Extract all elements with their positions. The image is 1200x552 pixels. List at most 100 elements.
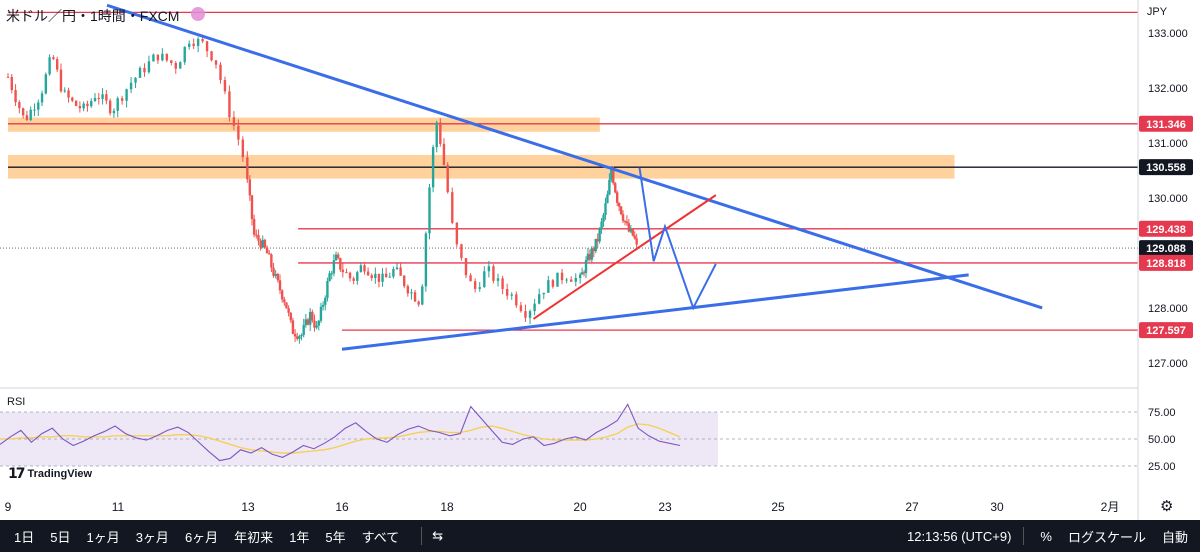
rsi-axis-label: 50.00: [1148, 434, 1176, 446]
candle-body: [483, 271, 486, 288]
range-button-ytd[interactable]: 年初来: [234, 529, 274, 545]
candle-body: [565, 279, 568, 281]
candle-body: [604, 203, 607, 215]
candle-body: [330, 273, 333, 275]
auto-scale-button[interactable]: 自動: [1161, 529, 1188, 545]
candle-body: [600, 221, 603, 229]
candle-body: [345, 272, 348, 274]
candle-body: [381, 273, 384, 282]
range-button-5y[interactable]: 5年: [325, 529, 346, 545]
candle-body: [574, 277, 577, 282]
candle-body: [339, 258, 342, 270]
candle-body: [614, 183, 617, 193]
price-tick-label: 133.000: [1148, 28, 1188, 40]
time-tick-label: 9: [5, 500, 12, 514]
currency-label[interactable]: JPY: [1146, 6, 1168, 18]
candle-body: [431, 147, 435, 188]
candle-body: [606, 194, 609, 204]
candle-body: [147, 61, 151, 73]
range-button-3m[interactable]: 3ヶ月: [135, 529, 169, 545]
candle-body: [487, 266, 491, 272]
candle-body: [629, 228, 633, 232]
candle-body: [29, 109, 32, 121]
price-chart[interactable]: 75.00 50.00 25.00 133.000 132.000 131.000 130.…: [0, 0, 1200, 520]
candle-body: [55, 59, 59, 70]
candle-body: [580, 272, 584, 275]
price-tick-label: 128.000: [1148, 303, 1188, 315]
candle-body: [116, 98, 119, 111]
red-support-line: [532, 194, 717, 320]
candle-body: [25, 115, 29, 121]
candle-body: [280, 290, 284, 300]
range-button-6m[interactable]: 6ヶ月: [184, 529, 219, 545]
candle-body: [263, 239, 267, 248]
candle-body: [259, 240, 262, 248]
log-scale-button[interactable]: ログスケール: [1067, 529, 1146, 545]
candle-body: [300, 334, 303, 337]
compare-icon[interactable]: ⇆: [432, 528, 444, 544]
candle-body: [246, 157, 249, 180]
rsi-axis-label: 25.00: [1148, 461, 1176, 473]
candle-body: [82, 103, 85, 109]
candle-body: [241, 139, 245, 158]
candlestick-series: [6, 34, 638, 344]
settings-icon[interactable]: ⚙: [1160, 497, 1174, 515]
candle-body: [635, 238, 638, 245]
range-button-1d[interactable]: 1日: [14, 529, 35, 545]
candle-body: [37, 102, 40, 110]
candle-body: [205, 41, 209, 52]
candle-body: [112, 110, 116, 114]
candle-body: [505, 288, 509, 296]
candle-body: [210, 51, 213, 61]
price-tag-text: 127.597: [1146, 325, 1186, 337]
candle-body: [515, 294, 518, 306]
candle-body: [291, 320, 295, 334]
candle-body: [170, 60, 173, 63]
candle-body: [21, 108, 25, 116]
range-button-all[interactable]: すべて: [361, 529, 400, 545]
candle-body: [392, 269, 395, 277]
candle-body: [442, 143, 446, 165]
price-tag-text: 129.438: [1146, 224, 1186, 236]
rsi-label: RSI: [7, 396, 26, 408]
candle-body: [428, 187, 431, 234]
candle-body: [156, 54, 160, 61]
candle-body: [492, 266, 495, 281]
time-tick-label: 20: [573, 500, 587, 514]
zone-band: [8, 117, 600, 132]
candle-body: [596, 238, 599, 242]
range-button-5d[interactable]: 5日: [50, 529, 71, 545]
candle-body: [152, 54, 155, 62]
candle-body: [332, 260, 336, 274]
candle-body: [384, 273, 388, 278]
percent-button[interactable]: %: [1040, 528, 1052, 544]
candle-body: [228, 91, 231, 118]
price-tag: [1139, 254, 1193, 271]
candle-body: [265, 247, 269, 254]
candle-body: [232, 117, 236, 126]
clock-readout[interactable]: 12:13:56 (UTC+9): [906, 528, 1012, 544]
candle-body: [276, 273, 280, 281]
candle-body: [352, 278, 355, 281]
candle-body: [274, 273, 277, 276]
candle-body: [93, 97, 97, 102]
candle-body: [86, 103, 89, 107]
time-tick-label: 23: [658, 500, 672, 514]
candle-body: [63, 90, 66, 92]
candle-body: [578, 274, 582, 278]
range-button-1y[interactable]: 1年: [289, 529, 310, 545]
tradingview-logo: 17 TradingView: [8, 464, 92, 484]
candle-body: [446, 164, 449, 193]
candle-body: [547, 280, 550, 293]
candle-body: [421, 286, 424, 305]
candle-body: [311, 311, 314, 321]
candle-body: [623, 220, 627, 222]
candle-body: [612, 168, 615, 184]
rsi-axis-label: 75.00: [1148, 407, 1176, 419]
candle-body: [464, 258, 468, 276]
candle-body: [289, 312, 292, 321]
time-tick-label: 2月: [1101, 500, 1120, 514]
range-button-1m[interactable]: 1ヶ月: [86, 529, 120, 545]
candle-body: [120, 98, 124, 101]
candle-body: [283, 299, 286, 303]
